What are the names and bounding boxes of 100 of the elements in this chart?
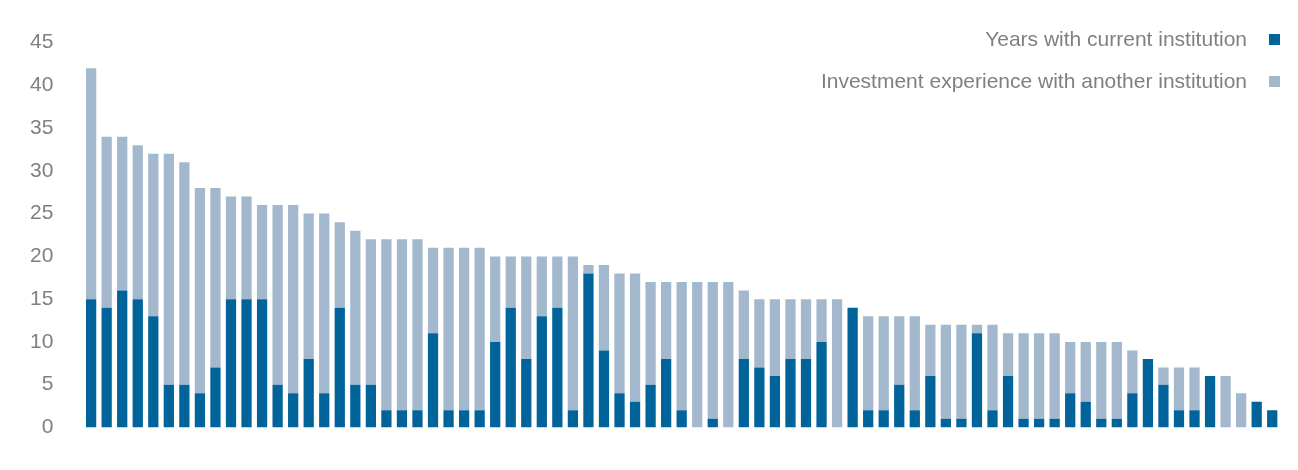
bar [863, 410, 874, 428]
bar [552, 256, 563, 308]
bar [194, 187, 206, 394]
bar [319, 213, 330, 394]
y-tick-label: 0 [41, 414, 54, 438]
bar [598, 264, 610, 351]
bar [101, 136, 112, 308]
bar [707, 282, 718, 419]
bar [381, 239, 392, 411]
bar [148, 316, 159, 428]
legend-label: Years with current institution [985, 27, 1247, 51]
bar [288, 393, 299, 428]
bar [645, 282, 656, 385]
y-tick-label: 45 [30, 29, 54, 53]
bar [381, 410, 392, 428]
bar [971, 333, 983, 428]
y-tick-label: 35 [30, 114, 54, 138]
bar [1142, 358, 1154, 428]
bar [241, 196, 252, 300]
bar [350, 384, 361, 428]
bar [365, 384, 376, 428]
bar [629, 401, 641, 428]
bar [925, 376, 936, 428]
y-tick-label: 20 [30, 243, 54, 267]
bar [831, 299, 843, 428]
bar [427, 333, 439, 428]
bar [863, 316, 874, 411]
bar [894, 384, 905, 428]
bar [179, 384, 190, 428]
bar [1049, 418, 1060, 428]
bar [1033, 418, 1045, 428]
bar [505, 307, 516, 428]
bar [1158, 384, 1169, 428]
bar [692, 282, 703, 428]
bar [1173, 410, 1185, 428]
bar [754, 299, 765, 368]
bar [987, 324, 998, 411]
bar [1018, 333, 1029, 419]
bar [940, 418, 951, 428]
bar [521, 358, 532, 428]
bar [1033, 333, 1045, 419]
bar [117, 290, 128, 428]
bar [256, 205, 268, 300]
bar [738, 290, 749, 359]
bar [676, 282, 687, 411]
bar [86, 68, 97, 300]
bar [1236, 393, 1247, 428]
bar [1189, 410, 1200, 428]
bar [474, 410, 485, 428]
bar [1049, 333, 1060, 419]
bar [1173, 367, 1185, 411]
bar [505, 256, 516, 308]
bar [225, 196, 237, 300]
bar [894, 316, 905, 385]
bar [334, 222, 345, 308]
bar [598, 350, 610, 428]
bar [1111, 418, 1122, 428]
bar [101, 307, 112, 428]
bar [1267, 410, 1278, 428]
bar [443, 247, 454, 411]
bar [117, 136, 128, 291]
bar [1204, 376, 1216, 428]
bar [940, 324, 951, 419]
bar [1065, 393, 1076, 428]
bar [583, 273, 594, 428]
bar [490, 341, 501, 428]
bar [971, 324, 983, 334]
bar [86, 299, 97, 428]
bar [878, 410, 889, 428]
bar [396, 410, 408, 428]
bar [1220, 376, 1231, 428]
bar [1189, 367, 1200, 411]
y-tick-label: 5 [41, 371, 54, 395]
bar [1065, 341, 1076, 394]
bar [179, 162, 190, 385]
bar [816, 299, 827, 342]
bar [412, 410, 423, 428]
bar [272, 205, 283, 385]
bar [800, 358, 812, 428]
y-tick-label: 30 [30, 157, 54, 181]
y-tick-label: 10 [30, 328, 54, 352]
bar [365, 239, 376, 385]
bar [303, 213, 314, 359]
bar [909, 316, 920, 411]
bar [1018, 418, 1029, 428]
bar [816, 341, 827, 428]
bar [225, 299, 237, 428]
bar [303, 358, 314, 428]
bar [661, 358, 672, 428]
bar [707, 418, 718, 428]
bar [194, 393, 206, 428]
bar [210, 187, 221, 368]
bar [738, 358, 749, 428]
bar [256, 299, 268, 428]
bar [443, 410, 454, 428]
bar [272, 384, 283, 428]
bar [319, 393, 330, 428]
bar [925, 324, 936, 377]
bar [645, 384, 656, 428]
y-tick-label: 25 [30, 200, 54, 224]
